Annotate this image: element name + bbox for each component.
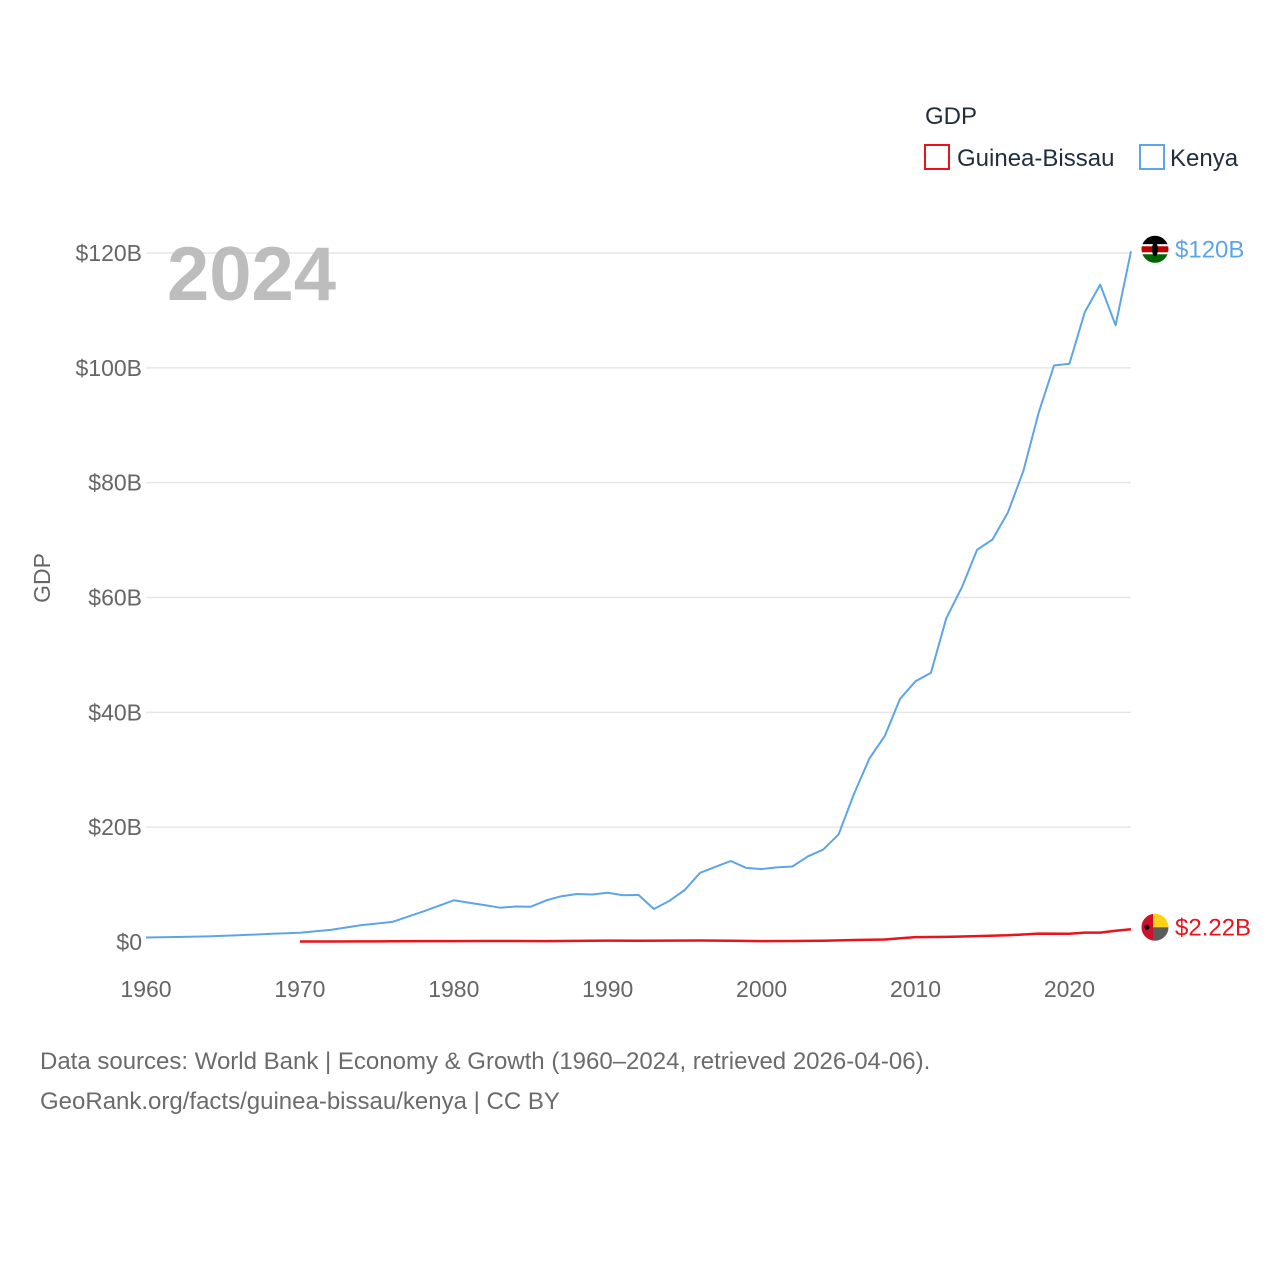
y-tick-label: $40B [88,699,142,725]
source-line: Data sources: World Bank | Economy & Gro… [40,1048,931,1075]
legend-swatch-kenya [1139,144,1165,170]
attribution-line: GeoRank.org/facts/guinea-bissau/kenya | … [40,1088,560,1115]
year-label: 2024 [167,232,336,317]
legend[interactable]: GDP Guinea-Bissau Kenya [924,103,1239,172]
y-axis-label: GDP [29,553,55,603]
legend-item-kenya[interactable]: Kenya [1139,144,1239,172]
x-tick-label: 2010 [890,976,941,1002]
x-axis-ticks: 1960 1970 1980 1990 2000 2010 2020 [120,976,1095,1002]
series-line-guinea-bissau [299,928,1132,943]
y-tick-label: $60B [88,585,142,611]
x-tick-label: 1990 [582,976,633,1002]
x-tick-label: 1980 [428,976,479,1002]
series-end-markers: $2.22B $120B [1140,234,1251,942]
y-tick-label: $0 [116,929,142,955]
y-tick-label: $100B [75,355,142,381]
legend-label-kenya: Kenya [1170,145,1239,172]
x-tick-label: 1970 [274,976,325,1002]
x-tick-label: 1960 [120,976,171,1002]
legend-swatch-guinea-bissau [924,144,950,170]
end-value-label-guinea-bissau: $2.22B [1175,914,1251,941]
series-lines [145,251,1132,943]
y-tick-label: $120B [75,240,142,266]
legend-label-guinea-bissau: Guinea-Bissau [957,145,1114,172]
y-tick-label: $20B [88,814,142,840]
legend-item-guinea-bissau[interactable]: Guinea-Bissau [924,144,1114,172]
gridlines [146,252,1131,828]
flag-marker-kenya [1140,234,1170,264]
legend-title: GDP [925,103,977,130]
flag-marker-guinea-bissau [1140,912,1170,942]
y-tick-label: $80B [88,470,142,496]
x-tick-label: 2020 [1044,976,1095,1002]
data-source-footer: Data sources: World Bank | Economy & Gro… [40,1042,930,1122]
x-tick-label: 2000 [736,976,787,1002]
y-axis-ticks: $0 $20B $40B $60B $80B $100B $120B [75,240,142,955]
series-line-kenya [145,251,1132,939]
end-value-label-kenya: $120B [1175,236,1244,263]
